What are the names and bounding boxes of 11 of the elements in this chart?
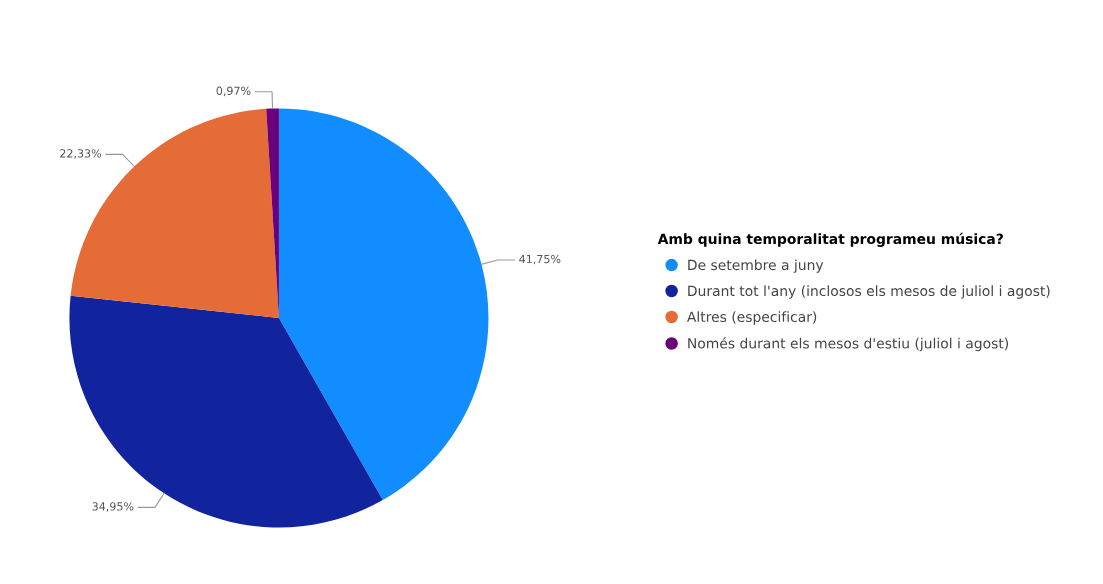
legend-label: Altres (especificar) (686, 311, 817, 325)
legend-label: Durant tot l'any (inclosos els mesos de juliol i agost) (688, 285, 1050, 299)
legend-label: De setembre a juny (688, 259, 824, 273)
legend-label: Només durant els mesos d'estiu (juliol i agost) (688, 337, 1009, 352)
pie-slice (69, 295, 383, 528)
data-label: 22,33% (60, 149, 102, 159)
data-label: 41,75% (519, 254, 561, 265)
pie-slice (278, 108, 489, 500)
data-label: 34,95% (92, 502, 134, 512)
legend-title: Amb quina temporalitat programeu música? (657, 232, 1003, 247)
data-label: 0,97% (216, 86, 251, 97)
